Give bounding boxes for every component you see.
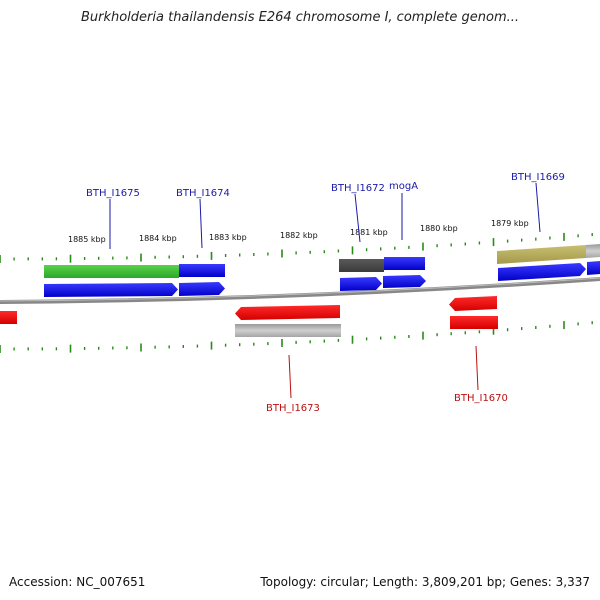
gene-arrow-reverse <box>235 305 340 320</box>
gene-block-blue <box>384 257 425 270</box>
ruler-ticks-upper <box>0 232 593 263</box>
gene-block-blue <box>179 264 225 277</box>
gene-label: BTH_I1673 <box>266 403 320 414</box>
forward-genes-outer <box>44 244 600 278</box>
forward-genes-inner <box>44 261 600 297</box>
genome-summary: Topology: circular; Length: 3,809,201 bp… <box>260 575 590 589</box>
gene-label: BTH_I1672 <box>331 183 385 194</box>
gene-label: BTH_I1675 <box>86 188 140 199</box>
chromosome-backbone <box>0 277 600 304</box>
accession-label: Accession: NC_007651 <box>9 575 146 589</box>
tick-label: 1885 kbp <box>68 235 106 244</box>
gene-label: BTH_I1670 <box>454 393 508 404</box>
tick-label: 1879 kbp <box>491 219 529 228</box>
gene-block-green <box>44 265 179 278</box>
gene-label: BTH_I1674 <box>176 188 230 199</box>
tick-label: 1882 kbp <box>280 231 318 240</box>
gene-arrow-forward <box>383 275 426 288</box>
gene-arrow-forward <box>340 277 382 291</box>
gene-arrow-reverse <box>0 311 17 324</box>
tick-label: 1881 kbp <box>350 228 388 237</box>
tick-label: 1880 kbp <box>420 224 458 233</box>
gene-block-gray <box>235 324 341 337</box>
ruler-ticks-lower <box>0 321 593 353</box>
gene-block-red <box>450 316 498 329</box>
gene-block-olive <box>497 245 586 264</box>
gene-labels: BTH_I1675 BTH_I1674 BTH_I1672 mogA BTH_I… <box>86 172 565 414</box>
label-leaders <box>109 182 541 399</box>
gene-label: mogA <box>389 181 418 192</box>
gene-block-dark <box>339 259 384 272</box>
gene-arrow-forward <box>179 282 225 296</box>
reverse-genes <box>0 296 498 337</box>
tick-label: 1884 kbp <box>139 234 177 243</box>
tick-label: 1883 kbp <box>209 233 247 242</box>
gene-arrow-forward <box>44 283 178 297</box>
gene-arrow-forward <box>498 263 586 281</box>
gene-arrow-forward <box>587 261 600 275</box>
map-title: Burkholderia thailandensis E264 chromoso… <box>80 10 520 25</box>
gene-label: BTH_I1669 <box>511 172 565 183</box>
gene-arrow-reverse <box>449 296 497 311</box>
gene-block-gray <box>586 244 600 258</box>
ruler-labels: 1885 kbp 1884 kbp 1883 kbp 1882 kbp 1881… <box>68 219 529 244</box>
